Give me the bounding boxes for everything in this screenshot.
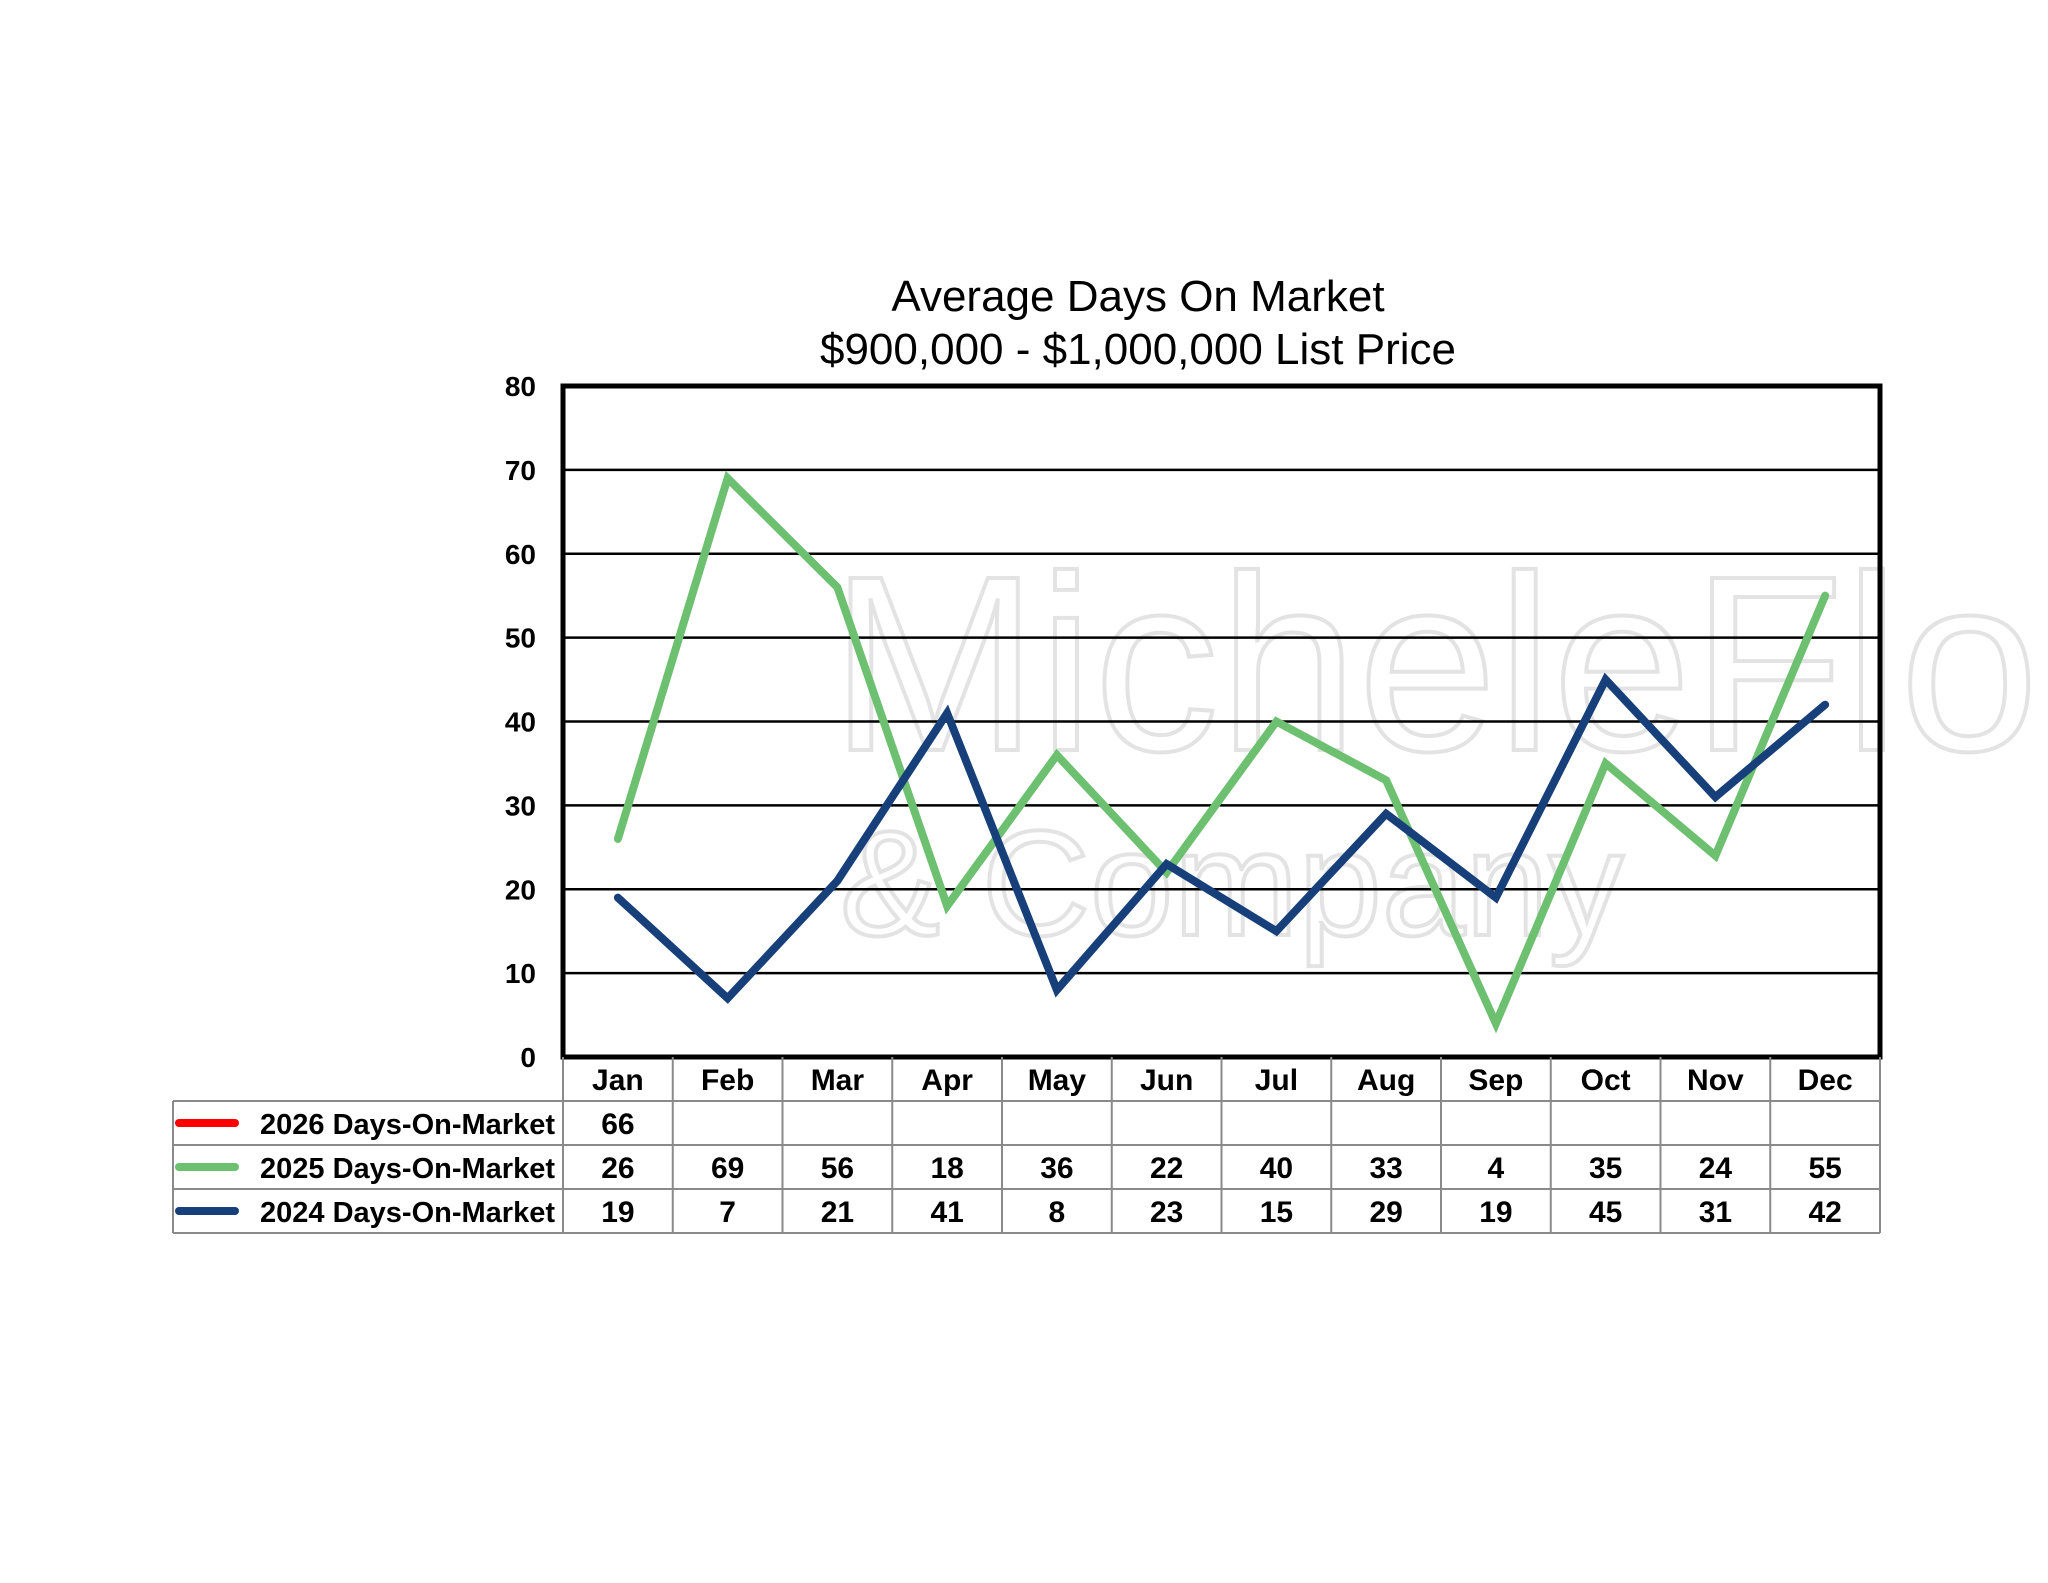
series-line-2 — [613, 672, 1830, 1004]
series-lines — [613, 470, 1830, 1034]
table-cell: 42 — [1808, 1196, 1841, 1229]
table-cell: 33 — [1369, 1152, 1402, 1185]
x-tick-label: Jun — [1140, 1064, 1193, 1097]
legend-label: 2025 Days-On-Market — [260, 1153, 555, 1185]
y-tick-label: 30 — [505, 790, 536, 821]
table-cell: 19 — [1479, 1196, 1512, 1229]
x-tick-label: Dec — [1798, 1064, 1853, 1097]
x-tick-label: Feb — [701, 1064, 754, 1097]
table-cell: 7 — [719, 1196, 736, 1229]
table-cell: 56 — [821, 1152, 854, 1185]
x-tick-label: Mar — [811, 1064, 865, 1097]
table-cell: 31 — [1699, 1196, 1732, 1229]
table-cell: 4 — [1488, 1152, 1505, 1185]
y-tick-label: 20 — [505, 874, 536, 905]
table-cell: 40 — [1260, 1152, 1293, 1185]
y-tick-label: 10 — [505, 958, 536, 989]
table-cell: 18 — [930, 1152, 963, 1185]
table-cell: 22 — [1150, 1152, 1183, 1185]
data-table: Jan Feb Mar Apr May Jun Jul Aug Sep Oct Nov Dec 2026… — [172, 1057, 1881, 1234]
table-cell: 21 — [821, 1196, 854, 1229]
table-cell: 19 — [601, 1196, 634, 1229]
y-tick-label: 40 — [505, 707, 536, 738]
x-tick-label: Nov — [1687, 1064, 1744, 1097]
chart-title: Average Days On Market — [891, 272, 1384, 321]
legend-label: 2026 Days-On-Market — [260, 1109, 555, 1141]
x-tick-label: Jan — [592, 1064, 644, 1097]
x-tick-label: Sep — [1468, 1064, 1523, 1097]
watermark: MicheleFlory & Company — [828, 522, 2048, 969]
table-cell: 36 — [1040, 1152, 1073, 1185]
legend-label: 2024 Days-On-Market — [260, 1197, 555, 1229]
table-cell: 24 — [1699, 1152, 1733, 1185]
table-cell: 45 — [1589, 1196, 1622, 1229]
watermark-line1: MicheleFlory — [830, 524, 2048, 803]
y-tick-label: 80 — [505, 371, 536, 402]
table-cell: 15 — [1260, 1196, 1293, 1229]
table-cell: 26 — [601, 1152, 634, 1185]
y-tick-label: 60 — [505, 539, 536, 570]
y-tick-label: 0 — [520, 1042, 536, 1073]
table-cell: 23 — [1150, 1196, 1183, 1229]
table-cell: 55 — [1808, 1152, 1841, 1185]
x-tick-label: Jul — [1255, 1064, 1298, 1097]
x-tick-label: Oct — [1581, 1064, 1631, 1097]
y-tick-label: 50 — [505, 623, 536, 654]
watermark-line2: & Company — [840, 799, 1624, 967]
chart-subtitle: $900,000 - $1,000,000 List Price — [820, 325, 1456, 374]
table-cell: 35 — [1589, 1152, 1622, 1185]
series-line-1 — [613, 470, 1830, 1034]
table-cell: 8 — [1049, 1196, 1066, 1229]
x-tick-label: Apr — [921, 1064, 973, 1097]
y-axis-ticks: 0 10 20 30 40 50 60 70 80 — [505, 371, 536, 1073]
x-tick-label: Aug — [1357, 1064, 1415, 1097]
x-tick-label: May — [1028, 1064, 1087, 1097]
table-cell: 69 — [711, 1152, 744, 1185]
table-cell: 29 — [1369, 1196, 1402, 1229]
table-cell: 66 — [601, 1108, 634, 1141]
y-tick-label: 70 — [505, 455, 536, 486]
table-cell: 41 — [930, 1196, 963, 1229]
